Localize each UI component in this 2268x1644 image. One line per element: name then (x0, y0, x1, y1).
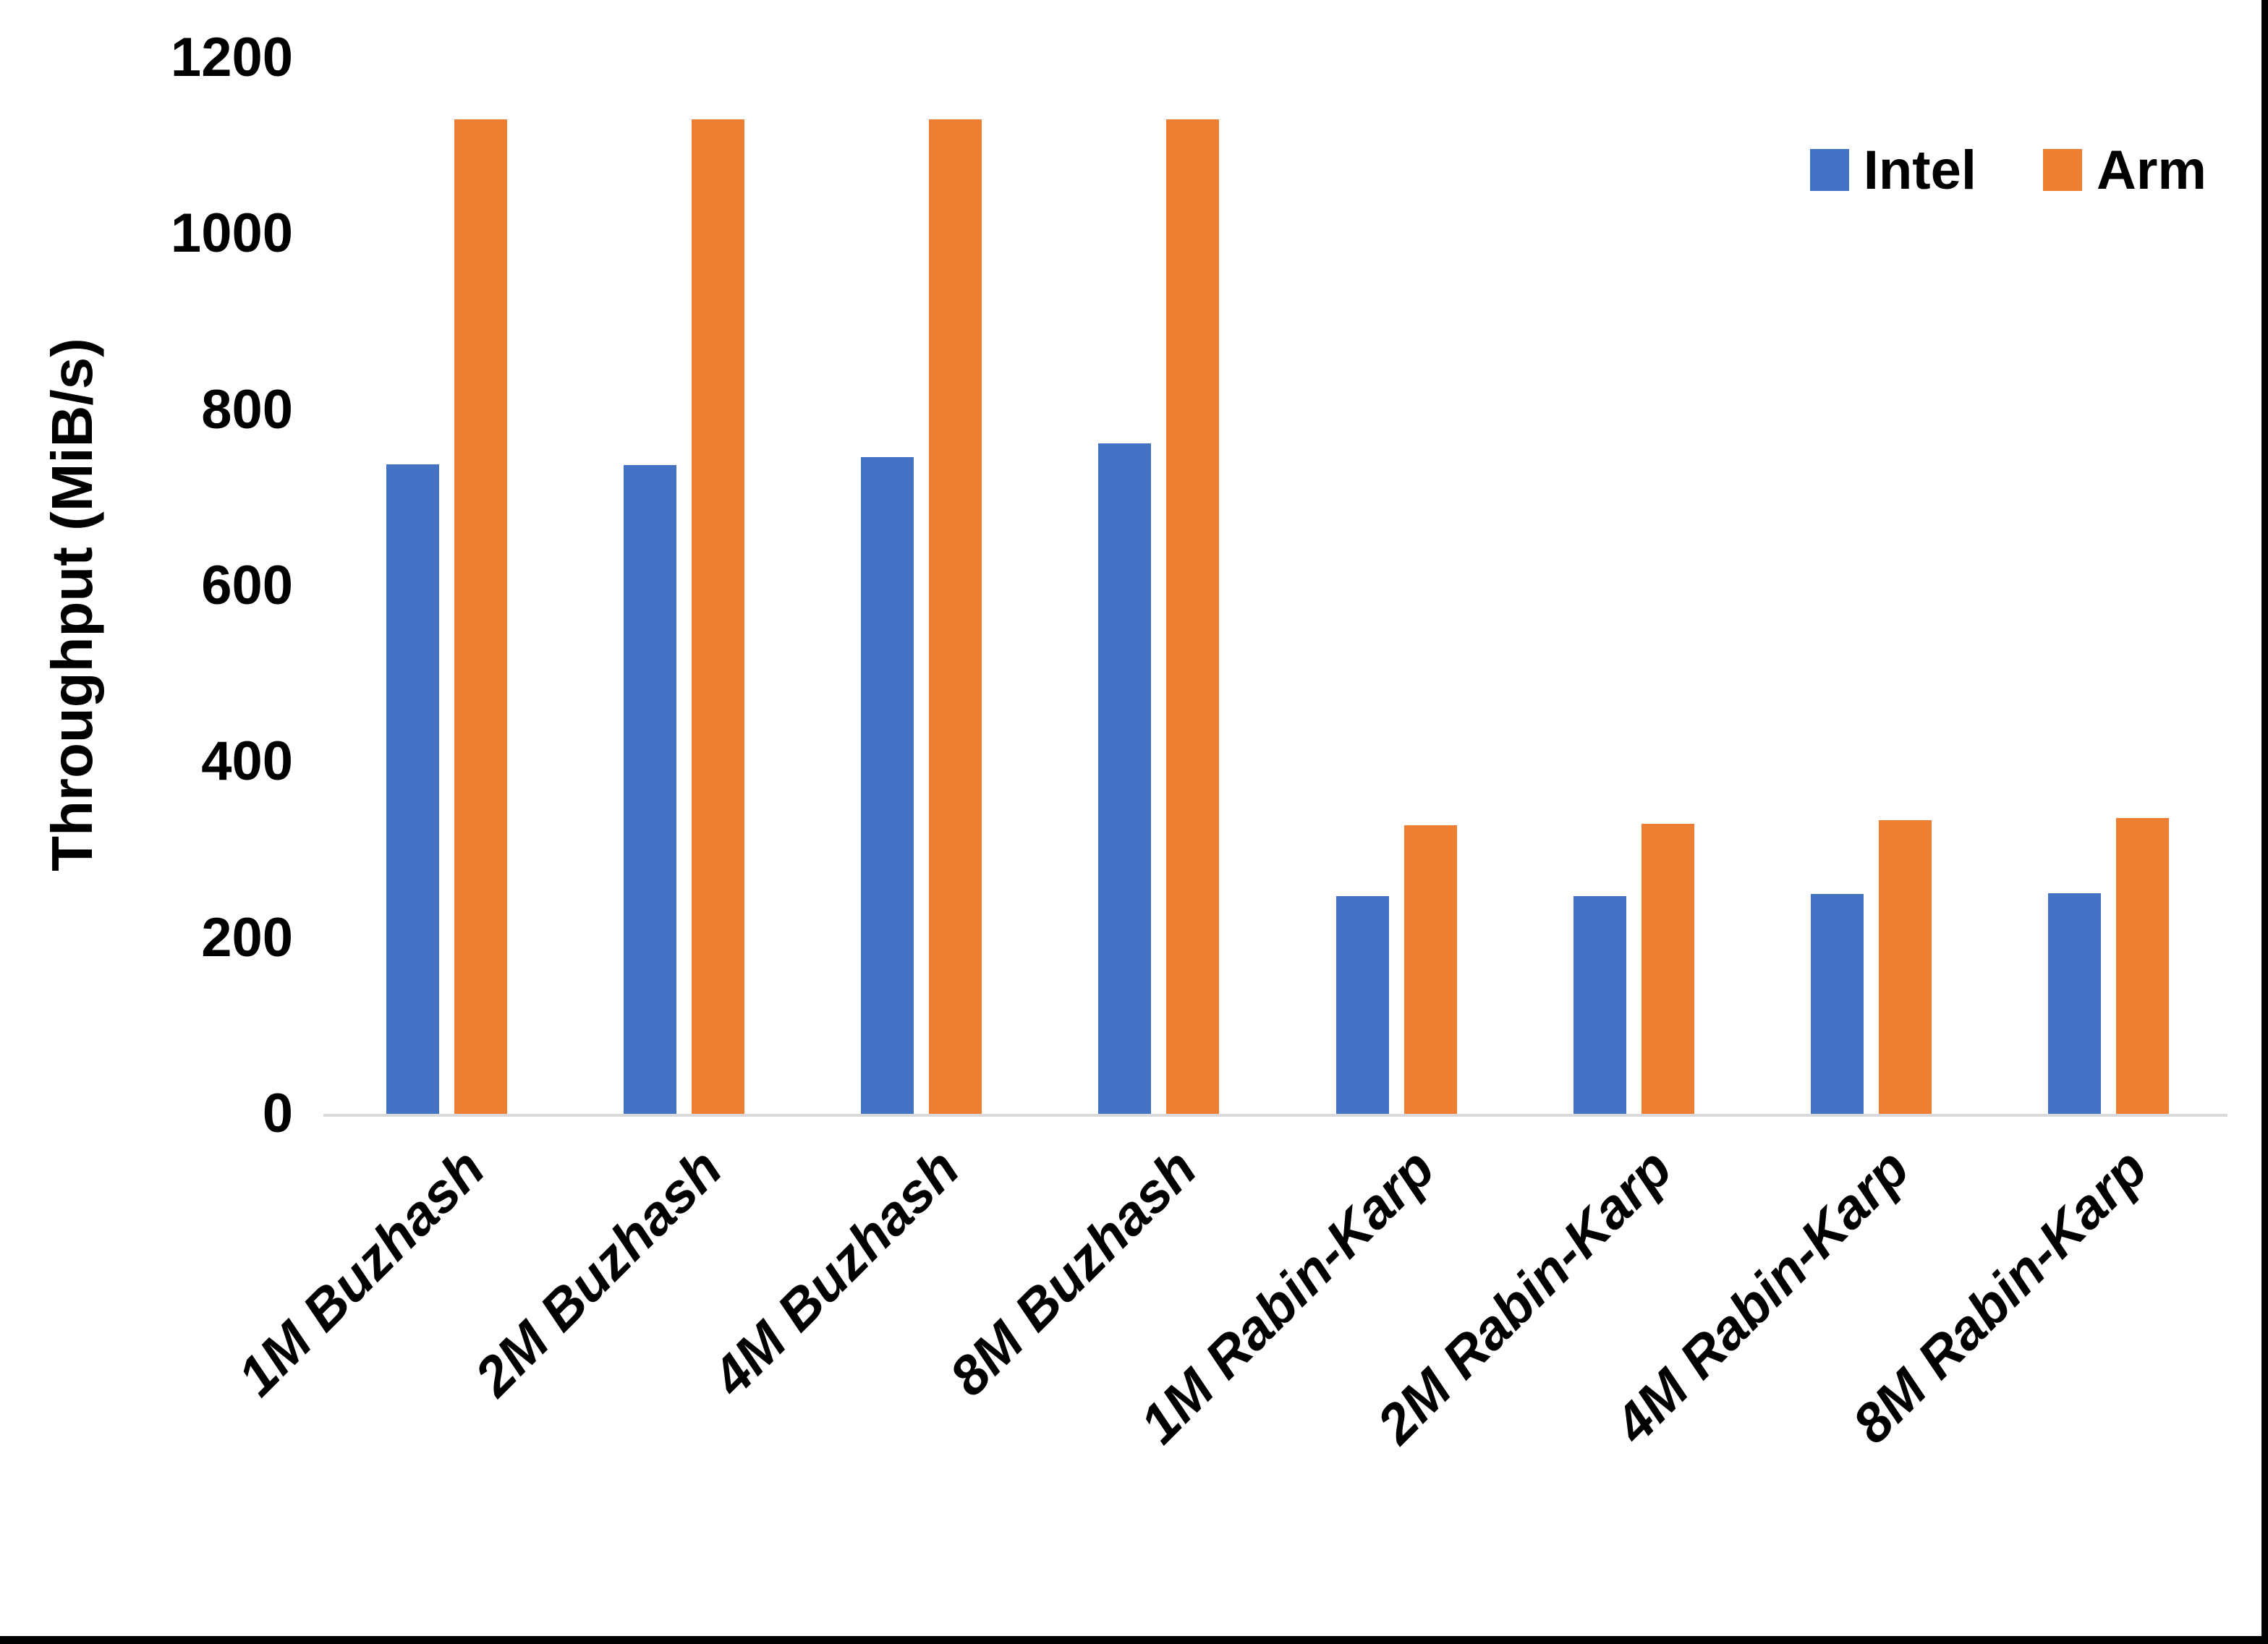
bar-intel-8m-buzhash (1098, 443, 1151, 1114)
bar-intel-2m-rabin-karp (1573, 896, 1626, 1114)
intel-legend-swatch (1809, 149, 1849, 191)
x-axis-line (323, 1114, 2227, 1117)
bar-intel-1m-rabin-karp (1336, 896, 1389, 1114)
x-label-4m-buzhash: 4M Buzhash (700, 1137, 972, 1408)
bar-intel-8m-rabin-karp (2048, 893, 2101, 1114)
y-tick-200: 200 (201, 906, 293, 968)
legend-item-intel: Intel (1809, 139, 1976, 202)
bar-arm-4m-buzhash (929, 119, 982, 1114)
y-tick-600: 600 (201, 555, 293, 616)
bar-intel-4m-rabin-karp (1811, 894, 1864, 1114)
y-tick-1200: 1200 (170, 27, 293, 88)
x-label-8m-buzhash: 8M Buzhash (938, 1137, 1209, 1408)
arm-legend-swatch (2042, 149, 2082, 191)
x-label-2m-buzhash: 2M Buzhash (463, 1137, 734, 1408)
y-tick-1000: 1000 (170, 203, 293, 265)
right-border-bar (2261, 0, 2268, 1644)
arm-legend-label: Arm (2096, 139, 2207, 201)
y-tick-800: 800 (201, 378, 293, 440)
bar-intel-4m-buzhash (861, 457, 914, 1114)
legend-item-arm: Arm (2042, 139, 2207, 202)
bar-arm-1m-rabin-karp (1404, 825, 1457, 1114)
bar-arm-2m-rabin-karp (1641, 824, 1694, 1114)
legend: Intel Arm (1809, 134, 2207, 206)
bar-intel-1m-buzhash (386, 464, 439, 1114)
bar-arm-8m-buzhash (1166, 119, 1219, 1114)
intel-legend-label: Intel (1863, 139, 1976, 201)
y-tick-400: 400 (201, 731, 293, 793)
bar-arm-4m-rabin-karp (1879, 820, 1932, 1114)
x-label-1m-buzhash: 1M Buzhash (226, 1137, 496, 1408)
y-tick-0: 0 (262, 1083, 293, 1144)
bar-intel-2m-buzhash (624, 465, 676, 1114)
bar-arm-2m-buzhash (692, 119, 744, 1114)
bottom-border-bar (0, 1636, 2268, 1644)
bar-arm-8m-rabin-karp (2116, 818, 2169, 1114)
bar-arm-1m-buzhash (454, 119, 507, 1114)
